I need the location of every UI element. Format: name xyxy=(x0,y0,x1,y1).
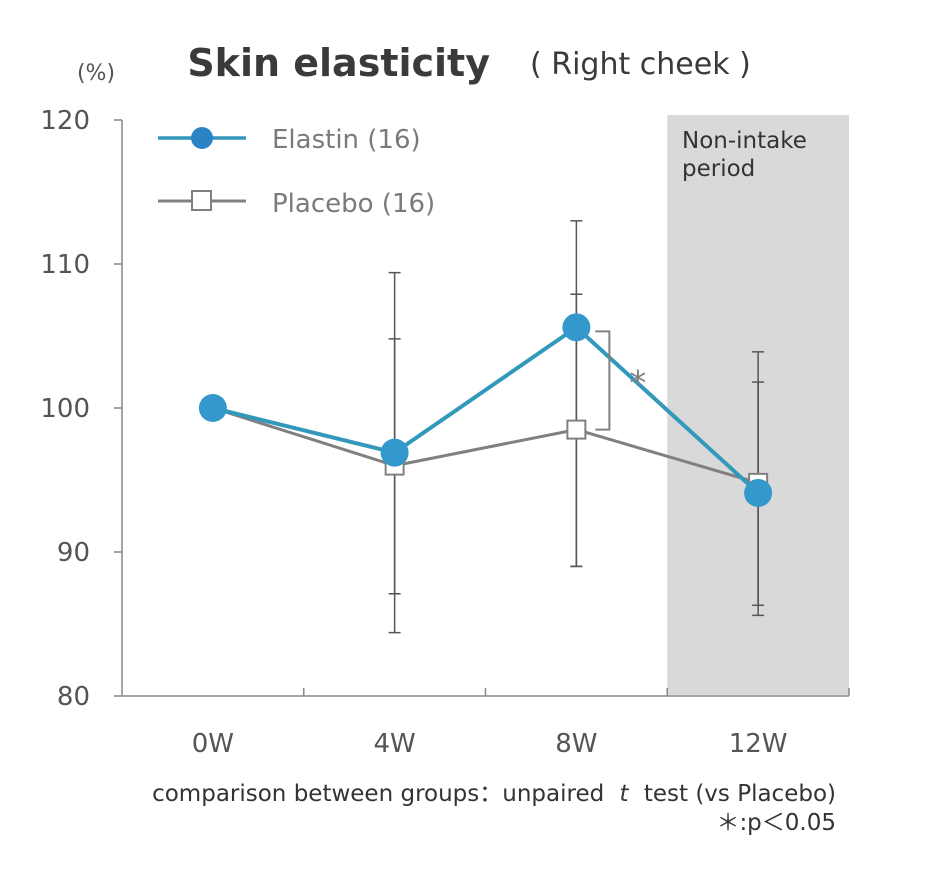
y-axis-ticks: 80 90 100 110 120 xyxy=(40,106,122,712)
legend: Elastin (16) Placebo (16) xyxy=(158,125,435,219)
elastin-point-8W xyxy=(562,313,591,342)
y-tick-label-80: 80 xyxy=(57,682,90,712)
placebo-point-8W xyxy=(566,419,587,440)
x-tick-label-4W: 4W xyxy=(374,729,416,759)
x-tick-label-12W: 12W xyxy=(729,729,788,759)
footnote-test-a: comparison between groups：unpaired xyxy=(152,781,604,807)
x-tick-label-8W: 8W xyxy=(555,729,597,759)
legend-placebo-label: Placebo (16) xyxy=(272,189,435,219)
x-axis-ticks: 0W 4W 8W 12W xyxy=(192,688,850,759)
y-tick-label-90: 90 xyxy=(57,538,90,568)
significance-star: * xyxy=(629,363,646,403)
non-intake-label-line2: period xyxy=(682,156,755,182)
footnote-test: comparison between groups：unpaired t tes… xyxy=(152,781,836,807)
series-lines xyxy=(212,325,760,495)
footnote-test-t: t xyxy=(620,781,630,807)
series-markers xyxy=(198,313,773,507)
series-line-placebo xyxy=(212,406,759,485)
elastin-point-4W xyxy=(380,438,409,467)
legend-placebo-marker xyxy=(191,190,212,211)
y-tick-label-100: 100 xyxy=(40,394,90,424)
chart-title: Skin elasticity xyxy=(187,41,490,85)
y-tick-label-110: 110 xyxy=(40,250,90,280)
elastin-point-0W xyxy=(198,394,227,422)
legend-elastin-marker xyxy=(191,127,213,149)
elastin-point-12W xyxy=(744,478,773,507)
non-intake-label-line1: Non-intake xyxy=(682,128,807,154)
y-tick-label-120: 120 xyxy=(40,106,90,136)
series-line-elastin xyxy=(212,325,760,495)
significance-bracket xyxy=(595,330,611,431)
y-axis-unit: (%) xyxy=(77,61,115,86)
x-tick-label-0W: 0W xyxy=(192,729,234,759)
footnote-significance: ＊:p＜0.05 xyxy=(716,810,836,836)
legend-elastin-label: Elastin (16) xyxy=(272,125,421,155)
chart-subtitle: ( Right cheek ) xyxy=(530,47,751,82)
footnote-test-b: test (vs Placebo) xyxy=(644,781,836,807)
